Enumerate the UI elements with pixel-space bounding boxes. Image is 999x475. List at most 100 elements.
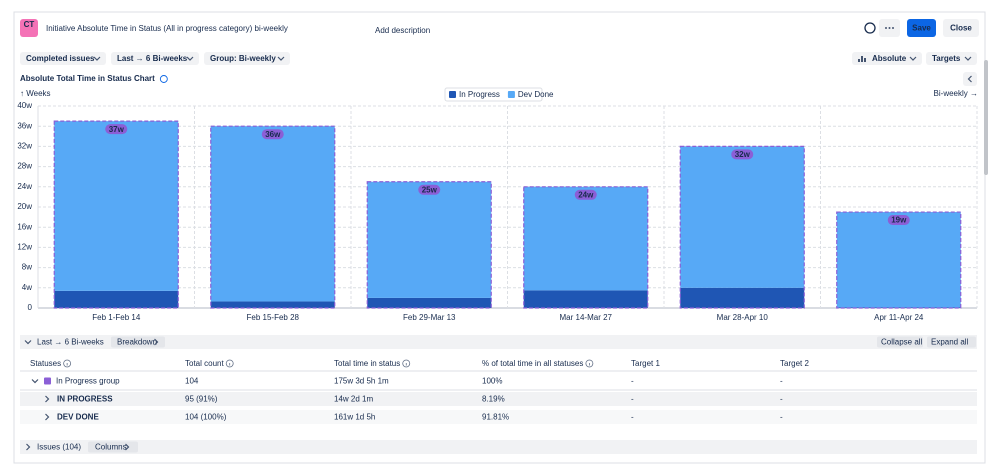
row-bg [20,392,977,406]
column-header: Target 1 [631,359,660,368]
bar-segment[interactable] [210,301,335,308]
legend-swatch [449,91,456,98]
expand-all-bg[interactable] [927,336,976,348]
row-label: In Progress group [56,377,120,386]
legend-box [444,87,543,102]
more-dot [885,27,887,29]
filter-button[interactable]: Last → 6 Bi-weeks [117,54,188,63]
total-label: 19w [891,216,907,225]
y-tick-label: 24w [17,182,32,191]
y-axis-label: ↑ Weeks [20,89,51,98]
cell: 104 (100%) [185,413,227,422]
bar-segment[interactable] [54,290,179,308]
filter-button-bg[interactable] [20,52,106,65]
add-description[interactable]: Add description [375,26,430,35]
legend-label[interactable]: In Progress [459,90,500,99]
filter-button[interactable]: Group: Bi-weekly [210,54,276,63]
bar-segment[interactable] [523,290,648,308]
x-tick-label: Feb 29-Mar 13 [403,313,456,322]
columns-button[interactable]: Columns [95,443,127,452]
x-axis-label: Bi-weekly → [934,89,978,98]
collapse-all-bg[interactable] [877,336,923,348]
total-label-bg [574,189,597,200]
chevron-icon [24,340,32,345]
scrollbar[interactable] [984,60,988,175]
logo-text: CT [24,20,35,29]
filter-button-bg[interactable] [204,52,290,65]
issues-title: Issues (104) [37,443,81,452]
chevron-icon [45,413,50,421]
y-tick-label: 32w [17,142,32,151]
cell: - [780,377,783,386]
more-dot [892,27,894,29]
chevron-icon [26,443,31,451]
close-button[interactable]: Close [950,24,972,33]
info-icon[interactable] [585,359,594,368]
y-tick-label: 40w [17,101,32,110]
bar-segment[interactable] [680,287,805,308]
view-button-bg[interactable] [852,52,922,65]
total-label: 25w [422,185,438,194]
legend-label[interactable]: Dev Done [518,90,554,99]
cell: - [631,413,634,422]
bar-segment[interactable] [680,146,805,288]
bar-segment[interactable] [836,212,961,308]
bar-segment[interactable] [367,181,492,298]
page-title: Initiative Absolute Time in Status (All … [46,24,288,33]
cell: - [631,377,634,386]
save-button[interactable]: Save [912,24,931,33]
targets-button-bg[interactable] [926,52,977,65]
stack-outline [210,125,336,309]
chart-title: Absolute Total Time in Status Chart [20,74,155,83]
view-button[interactable]: Absolute [872,54,907,63]
y-tick-label: 16w [17,222,32,231]
filter-button[interactable]: Completed issues [26,54,95,63]
total-label-bg [731,149,754,160]
info-icon[interactable] [402,359,411,368]
total-label-bg [418,184,441,195]
chart-icon [864,58,866,62]
chevron-icon [964,56,972,61]
column-header: Total count [185,359,224,368]
status-lozenge[interactable]: IN PROGRESS [57,395,113,404]
bar-segment[interactable] [54,121,179,291]
help-icon[interactable] [864,22,876,34]
y-tick-label: 28w [17,162,32,171]
collapse-all[interactable]: Collapse all [881,338,923,347]
y-tick-label: 20w [17,202,32,211]
logo [20,19,38,37]
chevron-icon [277,56,285,61]
expand-all[interactable]: Expand all [931,338,969,347]
collapse-chart-button[interactable] [963,72,977,86]
cell: 95 (91%) [185,395,218,404]
chart-info-icon[interactable] [159,75,168,83]
cell: 100% [482,377,502,386]
bar-segment[interactable] [210,126,335,302]
chart-icon [858,59,860,62]
total-label: 32w [735,150,751,159]
breakdown-button-bg[interactable] [111,336,165,348]
save-button-bg[interactable] [907,19,936,37]
y-tick-label: 8w [22,263,32,272]
bar-segment[interactable] [523,186,648,291]
total-label-bg [105,124,128,135]
info-icon[interactable] [225,359,234,368]
close-button-bg[interactable] [943,19,979,37]
bar-segment[interactable] [367,297,492,308]
total-label: 24w [578,190,594,199]
breakdown-button[interactable]: Breakdown [117,338,157,347]
stack-outline [836,211,962,309]
cell: 104 [185,377,199,386]
cell: 14w 2d 1m [334,395,373,404]
bar-segment[interactable] [836,307,961,308]
filter-button-bg[interactable] [111,52,199,65]
total-label-bg [261,129,284,140]
status-lozenge[interactable]: DEV DONE [57,413,99,422]
chevron-icon [186,56,194,61]
stack-outline [523,186,649,309]
column-header: % of total time in all statuses [482,359,583,368]
info-icon[interactable] [63,359,72,368]
targets-button[interactable]: Targets [932,54,961,63]
